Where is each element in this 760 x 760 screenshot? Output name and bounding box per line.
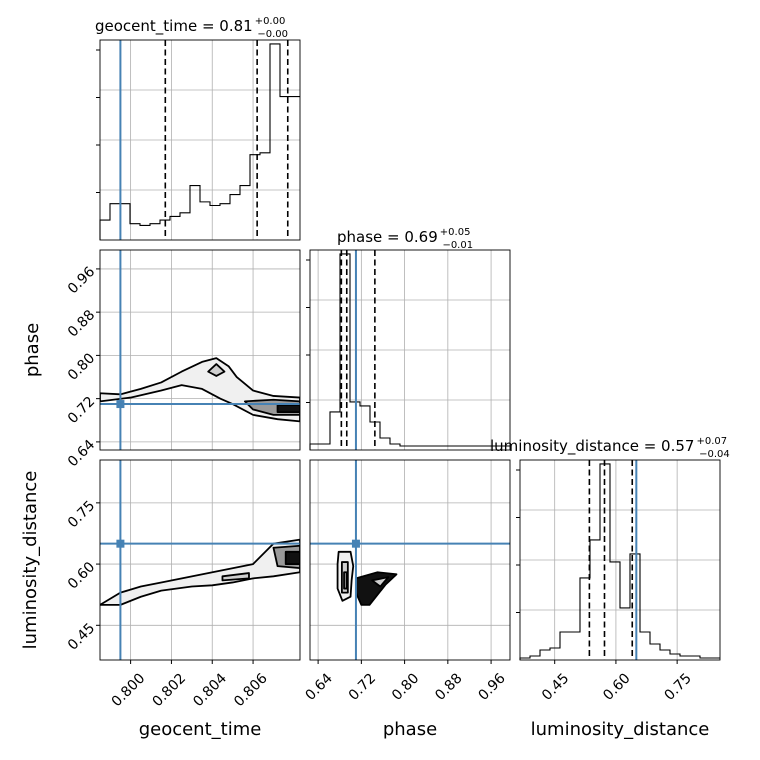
contour-level [284, 550, 300, 565]
contour-level [207, 363, 226, 377]
marginal-panel-luminosity-distance [516, 459, 721, 661]
y-tick-label: 0.80 [65, 350, 98, 383]
panel-frame [519, 459, 721, 661]
truth-marker [351, 539, 360, 548]
x-tick-label: 0.800 [109, 670, 149, 710]
panel-frame [309, 459, 511, 661]
joint-contents [100, 250, 300, 450]
panel-frame [99, 249, 301, 451]
y-tick-label: 0.75 [65, 498, 98, 531]
panel-frame [309, 249, 511, 451]
xlabel-luminosity-distance: luminosity_distance [531, 719, 710, 740]
x-tick-label: 0.72 [346, 670, 379, 703]
contour-level [371, 576, 390, 588]
y-tick-label: 0.72 [65, 394, 98, 427]
ylabel-phase: phase [22, 323, 43, 377]
y-tick-label: 0.96 [65, 264, 98, 297]
joint-panel-phase-vs-luminosity-distance [309, 459, 511, 661]
y-tick-label: 0.45 [65, 620, 98, 653]
contour-level [100, 538, 300, 606]
x-tick-label: 0.80 [389, 670, 422, 703]
title-phase: phase = 0.69 +0.05 −0.01 [337, 227, 473, 251]
marginal-panel-geocent-time [96, 39, 301, 241]
y-tick-label: 0.88 [65, 307, 98, 340]
title-luminosity-distance: luminosity_distance = 0.57 +0.07 −0.04 [490, 436, 730, 460]
contour-level [221, 572, 250, 582]
contour-level [343, 571, 348, 590]
x-tick-label: 0.806 [231, 670, 271, 710]
x-tick-label: 0.75 [662, 670, 695, 703]
histogram-phase [309, 253, 510, 450]
truth-marker [116, 400, 125, 409]
contour-level [276, 404, 300, 414]
joint-contents [310, 460, 510, 660]
titles: geocent_time = 0.81 +0.00 −0.00 phase = 0.… [95, 16, 730, 460]
marginal-panel-phase [306, 249, 511, 451]
xlabel-phase: phase [383, 719, 437, 740]
xlabel-geocent-time: geocent_time [139, 719, 262, 740]
x-tick-label: 0.45 [539, 670, 572, 703]
joint-panel-geocent-time-vs-luminosity-distance [99, 459, 301, 661]
x-tick-label: 0.96 [475, 670, 508, 703]
y-tick-label: 0.60 [65, 559, 98, 592]
axis-labels: geocent_time phase luminosity_distance p… [20, 323, 709, 740]
joint-panel-geocent-time-vs-phase [99, 249, 301, 451]
x-tick-label: 0.88 [432, 670, 465, 703]
joint-contents [100, 460, 300, 660]
histogram-luminosity-distance [519, 463, 720, 660]
x-tick-label: 0.804 [190, 670, 230, 710]
panel-frame [99, 459, 301, 661]
histogram-geocent-time [99, 43, 300, 240]
ylabel-luminosity-distance: luminosity_distance [20, 471, 41, 650]
y-tick-label: 0.64 [65, 437, 98, 470]
x-tick-label: 0.64 [302, 670, 335, 703]
contour-level [355, 571, 398, 606]
title-geocent-time: geocent_time = 0.81 +0.00 −0.00 [95, 16, 288, 40]
panel-frame [99, 39, 301, 241]
truth-marker [116, 539, 125, 548]
x-tick-label: 0.802 [150, 670, 190, 710]
x-tick-label: 0.60 [600, 670, 633, 703]
panels: 0.800 0.802 0.804 0.806 0.64 0.72 0.80 0.88 0.96… [65, 39, 721, 710]
